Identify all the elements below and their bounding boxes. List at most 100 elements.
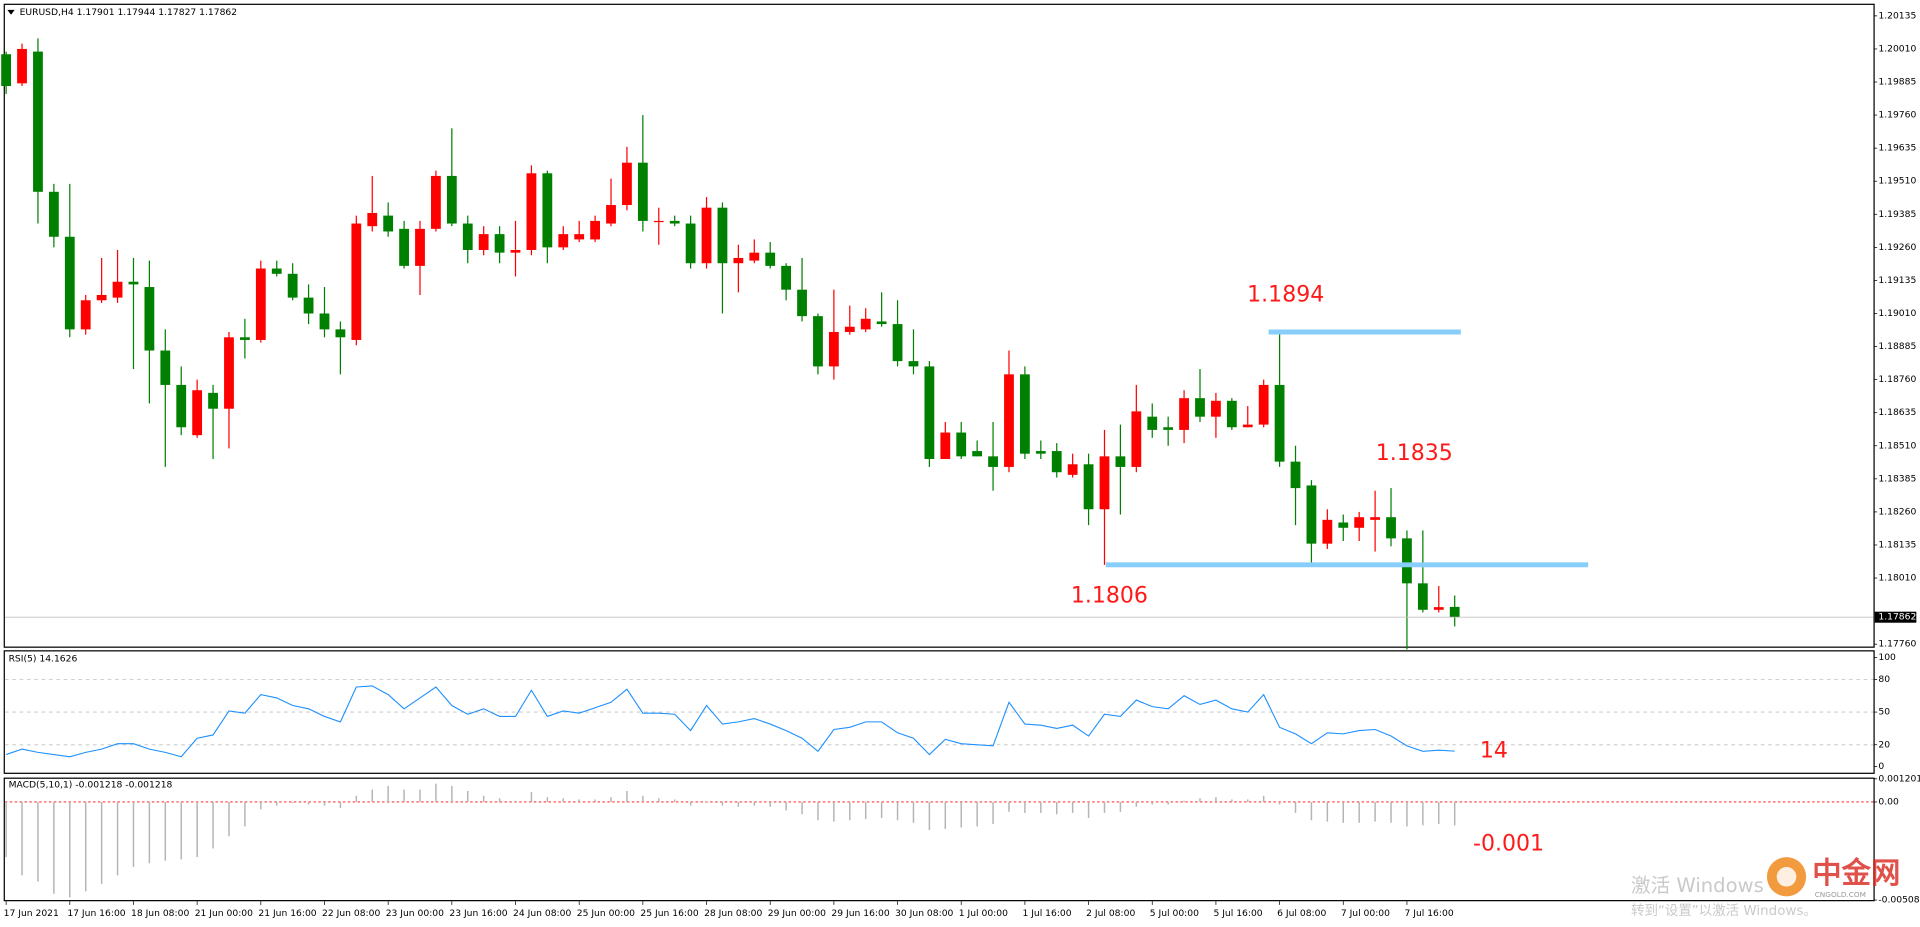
level-annotation: 1.1806 <box>1071 584 1148 609</box>
x-tick-label: 1 Jul 16:00 <box>1022 908 1071 919</box>
watermark-line2: 转到“设置”以激活 Windows。 <box>1631 903 1817 919</box>
current-price-box <box>1874 611 1917 623</box>
x-tick-label: 23 Jun 00:00 <box>386 908 444 919</box>
candle-body <box>892 324 903 362</box>
candle-body <box>1306 485 1317 544</box>
candle-body <box>1370 517 1380 520</box>
level-annotation: 1.1894 <box>1247 282 1324 307</box>
y-tick-label: 80 <box>1878 674 1890 685</box>
candle-body <box>1051 451 1062 473</box>
y-tick-label: -0.005088 <box>1878 895 1920 906</box>
y-tick-label: 0 <box>1878 761 1884 772</box>
y-tick-label: 1.19760 <box>1878 110 1916 121</box>
y-tick-label: 0.001201 <box>1878 773 1920 784</box>
candle-body <box>685 223 696 264</box>
candle-body <box>622 162 632 206</box>
candle-body <box>956 432 967 457</box>
candle-body <box>367 212 378 227</box>
candle-body <box>749 252 760 261</box>
x-tick-label: 24 Jun 08:00 <box>513 908 571 919</box>
y-tick-label: 1.19885 <box>1878 77 1916 88</box>
y-tick-label: 1.18635 <box>1878 407 1916 418</box>
candle-body <box>176 384 187 428</box>
candle-body <box>1290 461 1301 489</box>
macd-panel <box>3 777 1875 902</box>
y-tick-label: 1.18760 <box>1878 374 1916 385</box>
candle-body <box>1099 456 1110 510</box>
y-tick-label: 1.19385 <box>1878 209 1916 220</box>
candle-body <box>17 48 27 84</box>
current-price-label: 1.17862 <box>1878 612 1916 623</box>
x-tick-label: 28 Jun 08:00 <box>704 908 762 919</box>
candle-body <box>653 220 664 223</box>
candle-body <box>1147 416 1158 430</box>
price-panel <box>3 3 1875 648</box>
candle-body <box>558 234 569 248</box>
candle-body <box>765 252 776 266</box>
candle-body <box>1338 522 1349 528</box>
y-tick-label: 1.18135 <box>1878 539 1916 550</box>
candle-body <box>1 54 12 86</box>
y-tick-label: 1.17760 <box>1878 639 1916 650</box>
y-tick-label: 1.19510 <box>1878 176 1916 187</box>
candle-body <box>1449 606 1460 618</box>
candle-body <box>431 175 441 229</box>
candle-body <box>271 268 282 274</box>
candle-body <box>1386 517 1396 539</box>
candle-body <box>335 329 346 338</box>
candle-body <box>80 300 91 330</box>
candle-body <box>1083 464 1094 510</box>
candle-body <box>1131 411 1142 467</box>
candle-body <box>383 215 394 232</box>
y-tick-label: 1.18385 <box>1878 473 1916 484</box>
candle-body <box>828 332 839 367</box>
macd-annotation: -0.001 <box>1473 831 1544 856</box>
watermark-line1: 激活 Windows <box>1631 874 1764 897</box>
candle-body <box>574 234 585 240</box>
candle-body <box>160 350 171 385</box>
x-tick-label: 5 Jul 00:00 <box>1150 908 1199 919</box>
candle-body <box>128 281 139 285</box>
y-tick-label: 1.18885 <box>1878 341 1916 352</box>
y-tick-label: 1.19260 <box>1878 242 1916 253</box>
macd-title: MACD(5,10,1) -0.001218 -0.001218 <box>9 779 173 790</box>
y-tick-label: 1.20010 <box>1878 43 1916 54</box>
candle-body <box>1274 384 1285 462</box>
x-tick-label: 18 Jun 08:00 <box>131 908 189 919</box>
candle-body <box>781 265 792 290</box>
x-tick-label: 17 Jun 16:00 <box>67 908 125 919</box>
y-tick-label: 20 <box>1878 739 1890 750</box>
x-tick-label: 25 Jun 16:00 <box>640 908 698 919</box>
y-tick-label: 50 <box>1878 707 1890 718</box>
x-tick-label: 6 Jul 08:00 <box>1277 908 1326 919</box>
x-tick-label: 30 Jun 08:00 <box>895 908 953 919</box>
candle-body <box>1258 384 1269 425</box>
candle-body <box>1417 583 1428 610</box>
candle-body <box>988 456 998 467</box>
candle-body <box>1004 374 1014 467</box>
candle-body <box>669 220 680 224</box>
candle-body <box>446 175 457 224</box>
x-tick-label: 23 Jun 16:00 <box>449 908 507 919</box>
candle-body <box>144 287 155 351</box>
candle-body <box>813 316 823 367</box>
price-title: EURUSD,H4 1.17901 1.17944 1.17827 1.1786… <box>20 7 238 18</box>
rsi-line <box>5 685 1455 758</box>
x-tick-label: 7 Jul 00:00 <box>1341 908 1390 919</box>
candle-body <box>733 257 744 264</box>
candle-body <box>224 337 234 409</box>
candle-body <box>526 173 537 251</box>
x-tick-label: 17 Jun 2021 <box>4 908 59 919</box>
y-tick-label: 0.00 <box>1878 796 1899 807</box>
candle-body <box>351 223 362 340</box>
candle-body <box>860 318 871 330</box>
x-tick-label: 21 Jun 00:00 <box>195 908 253 919</box>
candle-body <box>415 228 425 266</box>
candle-body <box>1226 400 1237 428</box>
candle-body <box>208 392 218 409</box>
candle-body <box>303 297 314 314</box>
candle-body <box>1020 374 1030 454</box>
